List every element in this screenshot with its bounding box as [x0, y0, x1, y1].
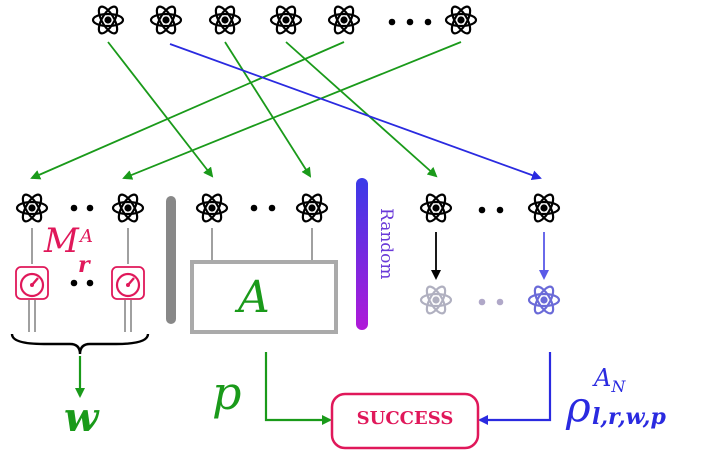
arrow	[107, 41, 214, 178]
atom-icon	[111, 190, 145, 226]
rho-sup-text: A	[594, 364, 612, 392]
success-box	[330, 392, 480, 450]
ellipsis-dot	[86, 204, 94, 212]
atom-icon	[419, 282, 453, 318]
ellipsis-dot	[496, 298, 504, 306]
ellipsis-dot	[496, 206, 504, 214]
measurement-sup: A	[80, 226, 93, 247]
measurement-symbol: M	[44, 221, 79, 261]
p-label: p	[212, 370, 241, 416]
atom-icon	[527, 190, 561, 226]
ellipsis-dot	[70, 204, 78, 212]
arrow	[224, 41, 312, 178]
atom-icon	[444, 2, 478, 38]
random-text: Random	[376, 208, 396, 280]
arrow	[122, 41, 462, 180]
brace	[10, 333, 150, 355]
arrow	[30, 41, 345, 180]
success-label: SUCCESS	[332, 408, 478, 429]
atom-icon	[269, 2, 303, 38]
measurement-sub-text: r	[78, 252, 90, 278]
atom-icon	[327, 2, 361, 38]
protocol-label: A	[238, 276, 270, 320]
ellipsis-dot	[478, 206, 486, 214]
arrow	[478, 352, 552, 425]
rho-label: ρ	[566, 386, 591, 428]
ellipsis-dot	[478, 298, 486, 306]
protocol-symbol: A	[238, 272, 270, 323]
rho-sup-sub-text: N	[611, 377, 626, 396]
ellipsis-dot	[70, 279, 78, 287]
output-group	[419, 190, 561, 425]
ellipsis-dot	[86, 279, 94, 287]
arrow	[285, 41, 438, 178]
w-label: w	[64, 398, 98, 438]
rho-sup: AN	[594, 364, 625, 396]
top-atom-row	[91, 2, 478, 38]
ellipsis-dot	[250, 204, 258, 212]
w-text: w	[64, 394, 99, 441]
atom-icon	[91, 2, 125, 38]
measured-group	[10, 190, 150, 398]
atom-icon	[15, 190, 49, 226]
ellipsis-dot	[268, 204, 276, 212]
measurement-sub: r	[78, 252, 90, 278]
ellipsis-dot	[424, 18, 432, 26]
arrow	[264, 352, 332, 425]
separator-bar	[166, 196, 176, 324]
protocol-box	[190, 260, 338, 334]
atom-icon	[208, 2, 242, 38]
distribution-arrows	[30, 41, 542, 180]
p-text: p	[212, 366, 242, 420]
ellipsis-dot	[406, 18, 414, 26]
rho-sub-text: l,r,w,p	[592, 404, 666, 430]
atom-icon	[295, 190, 329, 226]
protocol-group	[190, 190, 338, 425]
rho-symbol: ρ	[566, 382, 591, 431]
random-label: Random	[372, 208, 396, 308]
atom-icon	[527, 282, 561, 318]
ellipsis-dot	[388, 18, 396, 26]
atom-icon	[419, 190, 453, 226]
atom-icon	[149, 2, 183, 38]
arrow	[169, 43, 542, 180]
atom-icon	[195, 190, 229, 226]
rho-sub: l,r,w,p	[592, 404, 666, 430]
meter-icon	[110, 265, 146, 301]
measurement-sup-text: A	[80, 226, 93, 247]
meter-icon	[14, 265, 50, 301]
random-bar	[356, 178, 368, 330]
success-text: SUCCESS	[356, 408, 454, 429]
measurement-label: M	[44, 224, 79, 258]
